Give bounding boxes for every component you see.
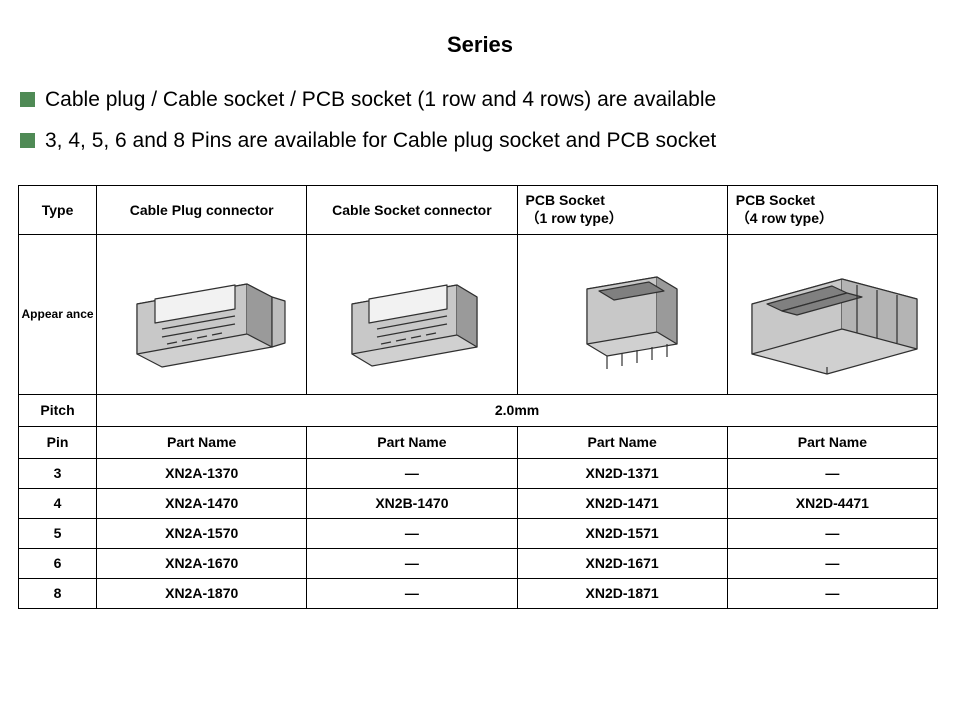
part-cell: XN2D-1871 <box>517 578 727 608</box>
part-cell: ― <box>307 518 517 548</box>
part-cell: XN2D-1571 <box>517 518 727 548</box>
header-cable-plug: Cable Plug connector <box>97 185 307 234</box>
part-cell: ― <box>727 458 937 488</box>
part-cell: ― <box>727 518 937 548</box>
appearance-row: Appear ance <box>19 234 938 394</box>
header-pcb-4row: PCB Socket（4 row type） <box>727 185 937 234</box>
connector-table: Type Cable Plug connector Cable Socket c… <box>18 185 938 609</box>
square-bullet-icon <box>20 92 35 107</box>
part-cell: XN2D-1671 <box>517 548 727 578</box>
table-row: 5 XN2A-1570 ― XN2D-1571 ― <box>19 518 938 548</box>
partname-header: Part Name <box>307 426 517 458</box>
cable-socket-icon <box>317 249 507 379</box>
partname-header-row: Pin Part Name Part Name Part Name Part N… <box>19 426 938 458</box>
part-cell: XN2D-1471 <box>517 488 727 518</box>
part-cell: ― <box>307 458 517 488</box>
table-row: 8 XN2A-1870 ― XN2D-1871 ― <box>19 578 938 608</box>
table-row: 4 XN2A-1470 XN2B-1470 XN2D-1471 XN2D-447… <box>19 488 938 518</box>
part-cell: XN2A-1570 <box>97 518 307 548</box>
pitch-row: Pitch 2.0mm <box>19 394 938 426</box>
part-cell: XN2A-1670 <box>97 548 307 578</box>
partname-header: Part Name <box>97 426 307 458</box>
header-type: Type <box>19 185 97 234</box>
pcb-socket-4row-icon <box>732 249 932 379</box>
table-row: 6 XN2A-1670 ― XN2D-1671 ― <box>19 548 938 578</box>
part-cell: XN2A-1470 <box>97 488 307 518</box>
pin-header: Pin <box>19 426 97 458</box>
appearance-pcb-1row <box>517 234 727 394</box>
header-pcb-1row: PCB Socket（1 row type） <box>517 185 727 234</box>
bullet-text: Cable plug / Cable socket / PCB socket (… <box>45 86 716 113</box>
pin-cell: 6 <box>19 548 97 578</box>
part-cell: ― <box>307 578 517 608</box>
part-cell: XN2A-1870 <box>97 578 307 608</box>
appearance-cable-socket <box>307 234 517 394</box>
part-cell: XN2D-4471 <box>727 488 937 518</box>
appearance-label: Appear ance <box>19 234 97 394</box>
pin-cell: 8 <box>19 578 97 608</box>
partname-header: Part Name <box>517 426 727 458</box>
table-header-row: Type Cable Plug connector Cable Socket c… <box>19 185 938 234</box>
bullet-text: 3, 4, 5, 6 and 8 Pins are available for … <box>45 127 716 154</box>
part-cell: ― <box>727 548 937 578</box>
page-title: Series <box>18 32 942 58</box>
pcb-socket-1row-icon <box>537 249 707 379</box>
part-cell: ― <box>727 578 937 608</box>
bullet-list: Cable plug / Cable socket / PCB socket (… <box>20 86 942 155</box>
part-cell: XN2A-1370 <box>97 458 307 488</box>
part-cell: XN2B-1470 <box>307 488 517 518</box>
header-cable-socket: Cable Socket connector <box>307 185 517 234</box>
square-bullet-icon <box>20 133 35 148</box>
bullet-item: Cable plug / Cable socket / PCB socket (… <box>20 86 942 113</box>
part-cell: ― <box>307 548 517 578</box>
pitch-value: 2.0mm <box>97 394 938 426</box>
partname-header: Part Name <box>727 426 937 458</box>
cable-plug-icon <box>107 249 297 379</box>
appearance-pcb-4row <box>727 234 937 394</box>
pin-cell: 4 <box>19 488 97 518</box>
part-cell: XN2D-1371 <box>517 458 727 488</box>
pitch-label: Pitch <box>19 394 97 426</box>
table-row: 3 XN2A-1370 ― XN2D-1371 ― <box>19 458 938 488</box>
pin-cell: 3 <box>19 458 97 488</box>
bullet-item: 3, 4, 5, 6 and 8 Pins are available for … <box>20 127 942 154</box>
pin-cell: 5 <box>19 518 97 548</box>
appearance-cable-plug <box>97 234 307 394</box>
